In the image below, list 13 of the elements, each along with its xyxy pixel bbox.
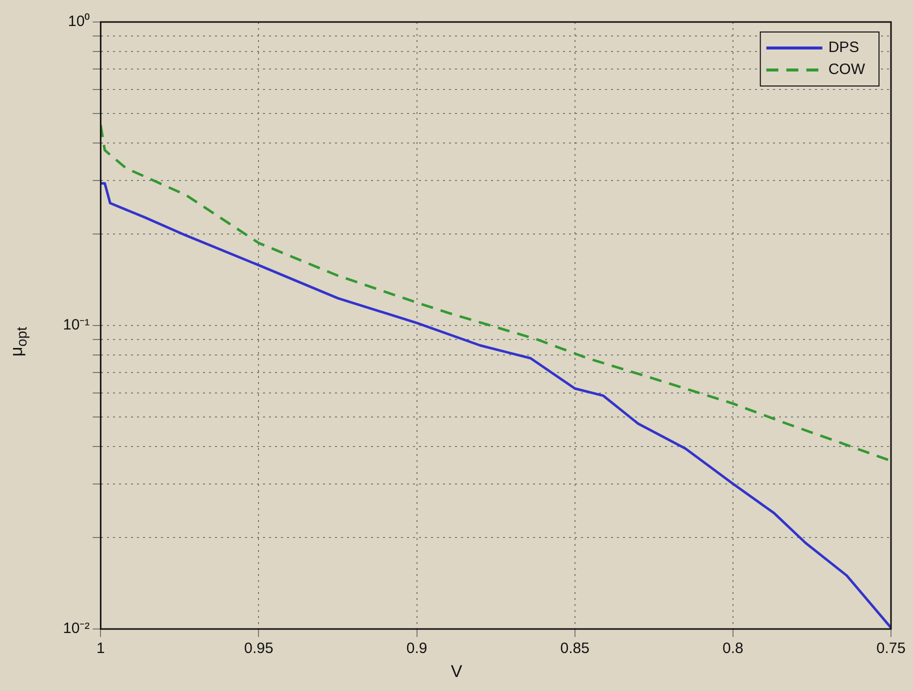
x-tick-label: 0.9: [406, 640, 428, 658]
x-tick-label: 0.85: [560, 640, 590, 658]
x-tick-label: 0.75: [876, 640, 906, 658]
legend-label: COW: [828, 61, 866, 78]
y-tick-label: 10⁻²: [62, 620, 90, 638]
line-series: [100, 124, 891, 462]
y-tick-label: 10⁻¹: [62, 316, 90, 334]
legend-label: DPS: [828, 39, 860, 56]
x-tick-label: 0.95: [244, 640, 274, 658]
x-axis-title: V: [450, 662, 464, 682]
x-tick-label: 1: [96, 640, 105, 658]
x-tick-label: 0.8: [722, 640, 744, 658]
y-tick-label: 10⁰: [68, 13, 90, 30]
